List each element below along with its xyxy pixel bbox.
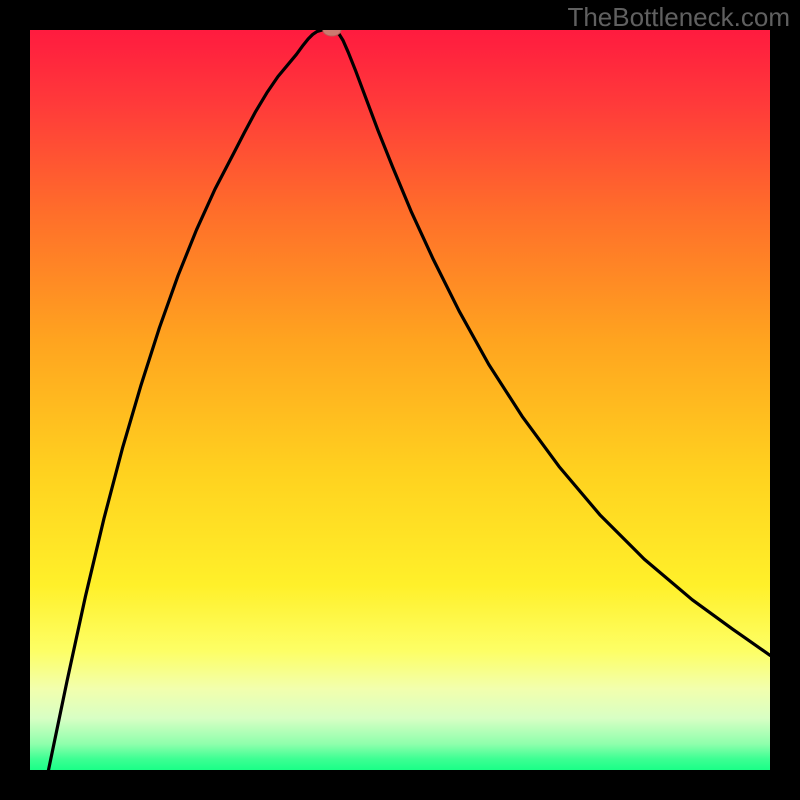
curve-layer (30, 30, 770, 770)
chart-canvas: TheBottleneck.com (0, 0, 800, 800)
watermark-text: TheBottleneck.com (567, 2, 790, 33)
plot-area (30, 30, 770, 770)
bottleneck-curve (49, 30, 771, 770)
